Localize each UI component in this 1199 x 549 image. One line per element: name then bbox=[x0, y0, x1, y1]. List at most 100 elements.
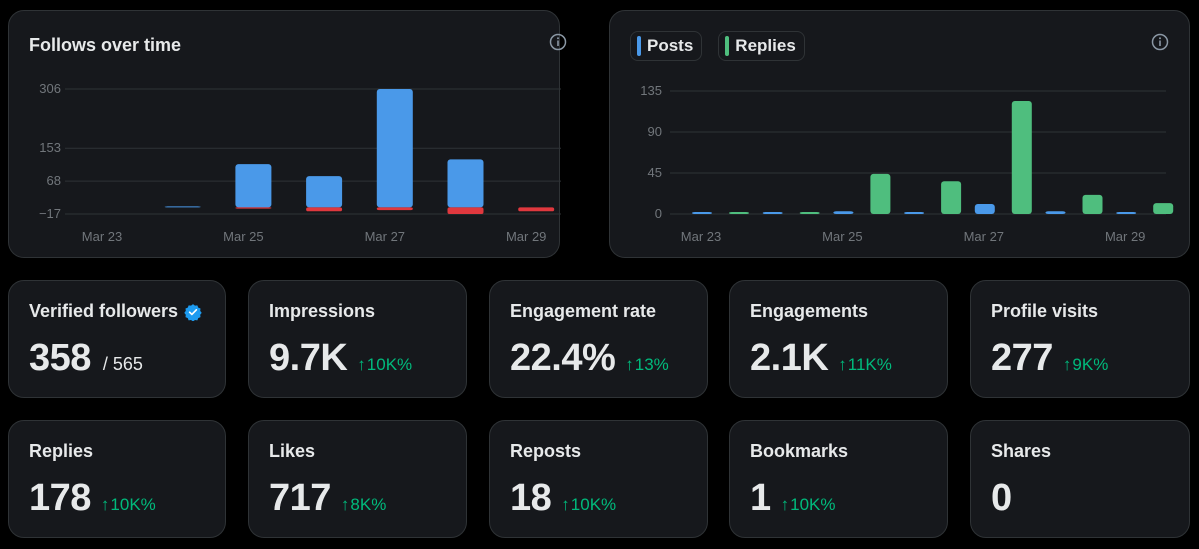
follows-chart-plot: 306 153 68 −17 Mar 23 Mar 25 Mar 27 Mar 29 bbox=[39, 81, 561, 244]
unfollows-bar[interactable] bbox=[376, 207, 413, 211]
stat-change-text: 10K% bbox=[366, 355, 413, 374]
replies-bar[interactable] bbox=[799, 212, 820, 214]
stat-label: Reposts bbox=[510, 441, 582, 461]
stat-card-engagements[interactable]: Engagements 2.1K ↑ 11K% bbox=[729, 280, 948, 398]
stat-value-row: 18 ↑ 10K% bbox=[510, 477, 616, 520]
x-tick-label: Mar 23 bbox=[681, 229, 721, 244]
arrow-up-icon: ↑ bbox=[1062, 355, 1072, 374]
stat-value-row: 178 ↑ 10K% bbox=[29, 477, 156, 520]
stat-label: Replies bbox=[29, 441, 94, 461]
legend-posts[interactable]: Posts bbox=[630, 31, 703, 61]
stat-label: Likes bbox=[269, 441, 316, 461]
replies-bar[interactable] bbox=[1153, 203, 1174, 214]
y-tick-label: 45 bbox=[648, 165, 662, 180]
follows-bar[interactable] bbox=[447, 159, 484, 208]
posts-bar[interactable] bbox=[692, 212, 712, 214]
stat-value: 178 bbox=[29, 477, 91, 519]
stat-change: ↑ 10K% bbox=[101, 495, 156, 515]
stat-card-likes[interactable]: Likes 717 ↑ 8K% bbox=[248, 420, 467, 538]
stat-label: Bookmarks bbox=[750, 441, 849, 461]
unfollows-bar[interactable] bbox=[306, 207, 343, 212]
stat-label: Engagement rate bbox=[510, 301, 657, 321]
stat-value: 717 bbox=[269, 477, 331, 519]
follows-bar[interactable] bbox=[235, 164, 272, 208]
legend-replies[interactable]: Replies bbox=[718, 31, 805, 61]
y-tick-label: 306 bbox=[39, 81, 61, 96]
arrow-up-icon: ↑ bbox=[357, 355, 366, 374]
stat-value-row: 717 ↑ 8K% bbox=[269, 477, 386, 520]
y-tick-label: 0 bbox=[655, 206, 662, 221]
info-icon[interactable] bbox=[1151, 33, 1169, 51]
stat-value-row: 0 bbox=[991, 477, 1012, 520]
posts-bar[interactable] bbox=[1045, 211, 1066, 214]
stat-value: 18 bbox=[510, 477, 552, 519]
unfollows-bar[interactable] bbox=[518, 207, 555, 212]
replies-swatch bbox=[725, 36, 730, 56]
stat-value: 2.1K bbox=[750, 337, 829, 379]
stat-card-reposts[interactable]: Reposts 18 ↑ 10K% bbox=[489, 420, 708, 538]
verified-badge-icon bbox=[184, 303, 202, 321]
replies-bar[interactable] bbox=[1011, 101, 1032, 214]
stat-card-impressions[interactable]: Impressions 9.7K ↑ 10K% bbox=[248, 280, 467, 398]
follows-bar[interactable] bbox=[376, 89, 413, 208]
stat-value: 1 bbox=[750, 477, 771, 519]
replies-bar[interactable] bbox=[729, 212, 749, 214]
stat-value: 9.7K bbox=[269, 337, 348, 379]
stat-value: 22.4% bbox=[510, 337, 616, 379]
stat-card-bookmarks[interactable]: Bookmarks 1 ↑ 10K% bbox=[729, 420, 948, 538]
unfollows-bar[interactable] bbox=[447, 207, 484, 214]
stat-change: ↑ 10K% bbox=[561, 495, 616, 515]
stat-value-row: 22.4% ↑ 13% bbox=[510, 337, 669, 380]
posts-swatch bbox=[637, 36, 641, 56]
x-tick-label: Mar 29 bbox=[506, 229, 546, 244]
stat-change-text: 8K% bbox=[350, 495, 387, 514]
stat-label: Verified followers bbox=[29, 301, 202, 322]
arrow-up-icon: ↑ bbox=[340, 495, 350, 514]
info-icon[interactable] bbox=[549, 33, 567, 51]
stat-card-shares[interactable]: Shares 0 bbox=[970, 420, 1190, 538]
stat-change-text: 11K% bbox=[847, 355, 892, 374]
x-tick-label: Mar 25 bbox=[822, 229, 862, 244]
follows-chart-title: Follows over time bbox=[29, 35, 182, 55]
x-tick-label: Mar 27 bbox=[964, 229, 1004, 244]
replies-bar[interactable] bbox=[870, 173, 891, 214]
stat-change: ↑ 11K% bbox=[838, 355, 892, 375]
replies-bar[interactable] bbox=[1082, 194, 1103, 214]
posts-bar[interactable] bbox=[833, 211, 854, 214]
stat-card-replies[interactable]: Replies 178 ↑ 10K% bbox=[8, 420, 226, 538]
unfollows-bar[interactable] bbox=[235, 207, 272, 209]
stat-change-text: 9K% bbox=[1072, 355, 1109, 374]
stat-card-engagement-rate[interactable]: Engagement rate 22.4% ↑ 13% bbox=[489, 280, 708, 398]
posts-bar[interactable] bbox=[974, 203, 995, 214]
y-tick-label: 153 bbox=[39, 140, 61, 155]
posts-chart-card: Posts Replies 135 90 45 0 Mar 23 Mar 25 Mar 27… bbox=[609, 10, 1190, 258]
stat-change: ↑ 13% bbox=[625, 355, 669, 375]
x-tick-label: Mar 29 bbox=[1105, 229, 1145, 244]
stat-value: 358 bbox=[29, 337, 91, 379]
arrow-up-icon: ↑ bbox=[780, 495, 790, 514]
stat-total: / 565 bbox=[102, 354, 143, 374]
arrow-up-icon: ↑ bbox=[100, 495, 110, 514]
stat-label: Engagements bbox=[750, 301, 869, 321]
stat-value-row: 9.7K ↑ 10K% bbox=[269, 337, 412, 380]
follows-bar[interactable] bbox=[306, 176, 343, 208]
stat-label: Impressions bbox=[269, 301, 376, 321]
posts-bar[interactable] bbox=[1116, 212, 1137, 214]
stat-label-text: Verified followers bbox=[29, 301, 179, 321]
arrow-up-icon: ↑ bbox=[561, 495, 570, 514]
x-tick-label: Mar 27 bbox=[365, 229, 405, 244]
y-tick-label: −17 bbox=[39, 206, 61, 221]
stat-change-text: 10K% bbox=[790, 495, 836, 514]
posts-bar[interactable] bbox=[762, 212, 783, 214]
stat-change: ↑ 8K% bbox=[341, 495, 386, 515]
follows-bar[interactable] bbox=[164, 206, 201, 208]
stat-change-text: 10K% bbox=[110, 495, 156, 514]
stat-value-row: 2.1K ↑ 11K% bbox=[750, 337, 892, 380]
stat-value: 277 bbox=[991, 337, 1053, 379]
replies-bar[interactable] bbox=[941, 181, 962, 214]
arrow-up-icon: ↑ bbox=[838, 355, 847, 374]
stat-change-text: 10K% bbox=[570, 495, 617, 514]
stat-card-verified-followers[interactable]: Verified followers 358 / 565 bbox=[8, 280, 226, 398]
stat-card-profile-visits[interactable]: Profile visits 277 ↑ 9K% bbox=[970, 280, 1190, 398]
posts-bar[interactable] bbox=[904, 212, 925, 214]
